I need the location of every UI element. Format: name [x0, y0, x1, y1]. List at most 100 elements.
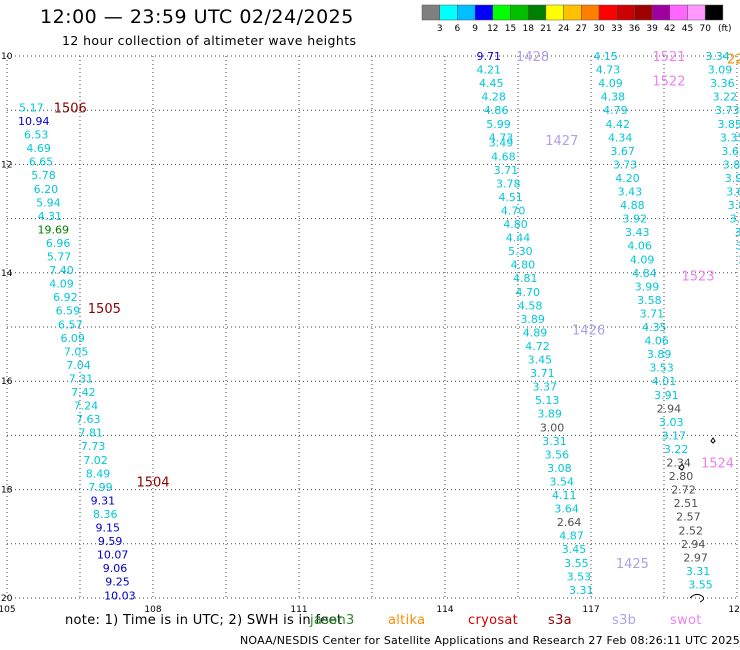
- wave-height-value: 3.64: [554, 503, 579, 516]
- wave-height-value: 7.73: [81, 440, 106, 453]
- colorbar-swatch: [634, 4, 653, 21]
- colorbar: 3 6 9 12 15 18 21 24 27 30 33 36 39 42 45 70 (ft): [421, 4, 732, 34]
- wave-height-value: 3.36: [710, 77, 735, 90]
- pass-label: 1428: [516, 50, 549, 65]
- wave-height-value: 4.09: [598, 77, 623, 90]
- colorbar-swatch: [687, 4, 706, 21]
- colorbar-swatch: [616, 4, 635, 21]
- lat-tick-label: 20: [1, 594, 13, 604]
- colorbar-tick-label: 39: [646, 24, 658, 34]
- wave-height-value: 7.42: [71, 386, 96, 399]
- colorbar-tick-label: 70: [699, 24, 711, 34]
- coastline-segment: [689, 593, 705, 603]
- lat-tick-label: 16: [1, 377, 13, 387]
- colorbar-tick-label: 21: [540, 24, 551, 34]
- pass-label: 1505: [88, 302, 121, 317]
- pass-label: 1524: [701, 457, 734, 472]
- colorbar-tick-label: 12: [487, 24, 498, 34]
- colorbar-swatch: [492, 4, 511, 21]
- colorbar-tick-label: 3: [437, 24, 443, 34]
- pass-label: 1426: [572, 324, 605, 339]
- wave-height-value: 3.89: [520, 313, 545, 326]
- lon-tick-label: 108: [144, 605, 161, 615]
- wave-height-value: 3.89: [647, 348, 672, 361]
- wave-height-value: 4.87: [559, 530, 584, 543]
- page-subtitle: 12 hour collection of altimeter wave hei…: [62, 33, 357, 48]
- wave-height-value: 6.57: [58, 318, 83, 331]
- colorbar-tick-label: 18: [522, 24, 534, 34]
- wave-height-value: 2.51: [674, 497, 699, 510]
- wave-height-value: 3.92: [725, 172, 740, 185]
- wave-height-value: 3.00: [540, 421, 565, 434]
- wave-height-value: 4.70: [501, 204, 526, 217]
- wave-height-value: 5.99: [486, 118, 511, 131]
- colorbar-swatch: [421, 4, 440, 21]
- wave-height-value: 2.94: [681, 538, 706, 551]
- colorbar-tick-label: 9: [472, 24, 478, 34]
- wave-height-value: 4.15: [593, 50, 618, 63]
- wave-height-value: 10.07: [97, 549, 129, 562]
- wave-height-value: 4.06: [627, 240, 652, 253]
- lon-tick-label: 114: [436, 605, 453, 615]
- wave-height-value: 4.73: [596, 64, 621, 77]
- legend-item-swot: swot: [670, 613, 702, 628]
- colorbar-swatch: [510, 4, 529, 21]
- pass-labels: 1506 1505 1504 1428 1427 1426 1425 1521 1522 1523…: [54, 50, 740, 572]
- colorbar-tick-label: 45: [682, 24, 693, 34]
- wave-height-value: 9.31: [91, 494, 116, 507]
- wave-height-value: 10.94: [18, 115, 50, 128]
- wave-height-value: 3.63: [721, 145, 740, 158]
- wave-height-value: 3.71: [640, 307, 665, 320]
- wave-height-value: 3.73: [715, 104, 740, 117]
- wave-height-value: 4.68: [491, 150, 516, 163]
- island-shape: [710, 437, 716, 444]
- wave-height-value: 3.45: [562, 543, 587, 556]
- pass-label: 1521: [652, 50, 685, 65]
- wave-height-value: 4.20: [615, 172, 640, 185]
- wave-height-value: 3.55: [564, 557, 589, 570]
- wave-height-value: 3.91: [654, 389, 679, 402]
- wave-height-value: 6.96: [46, 237, 71, 250]
- wave-height-value: 3.5: [738, 253, 740, 266]
- wave-height-value: 3.61: [726, 186, 740, 199]
- wave-height-value: 7.24: [74, 400, 99, 413]
- wave-height-value: 3.67: [610, 145, 635, 158]
- wave-height-value: 4.38: [601, 91, 626, 104]
- wave-height-value: 3.78: [496, 177, 521, 190]
- colorbar-tick-label: 27: [576, 24, 587, 34]
- legend-item-altika: altika: [388, 613, 426, 628]
- colorbar-swatch: [563, 4, 582, 21]
- wave-height-value: 3.49: [489, 137, 514, 150]
- wave-height-value: 6.20: [34, 183, 59, 196]
- colorbar-tick-label: 6: [455, 24, 461, 34]
- legend-item-jason3: jason3: [310, 613, 355, 628]
- wave-height-value: 4.42: [606, 118, 631, 131]
- wave-height-value: 5.17: [19, 101, 44, 114]
- legend-item-s3a: s3a: [548, 613, 572, 628]
- wave-height-value: 7.81: [78, 427, 103, 440]
- wave-height-value: 3.31: [542, 435, 567, 448]
- island-shape: [678, 463, 685, 471]
- wave-height-value: 4.21: [477, 64, 502, 77]
- colorbar-tick-label: 36: [629, 24, 641, 34]
- wave-height-value: 8.49: [86, 467, 111, 480]
- wave-height-value: 7.04: [66, 359, 91, 372]
- wave-height-value: 3.43: [625, 226, 650, 239]
- wave-height-value: 9.15: [95, 522, 120, 535]
- wave-height-value: 3.22: [664, 443, 689, 456]
- wave-height-value: 2.80: [669, 470, 694, 483]
- pass-label: 1504: [136, 475, 169, 490]
- wave-height-value: 4.80: [511, 259, 536, 272]
- page-title: 12:00 — 23:59 UTC 02/24/2025: [40, 6, 354, 28]
- wave-height-value: 2.52: [679, 524, 704, 537]
- pass-label: 1523: [682, 270, 715, 285]
- wave-height-value: 3.71: [530, 367, 555, 380]
- wave-height-value: 7.40: [49, 264, 74, 277]
- lat-tick-label: 18: [1, 486, 13, 496]
- wave-height-value: 3.89: [537, 408, 562, 421]
- wave-height-value: 10.03: [104, 589, 136, 602]
- wave-height-value: 6.59: [56, 305, 81, 318]
- wave-height-value: 3.4: [736, 240, 740, 253]
- pass-label: 1425: [616, 557, 649, 572]
- lat-tick-label: 12: [1, 160, 12, 170]
